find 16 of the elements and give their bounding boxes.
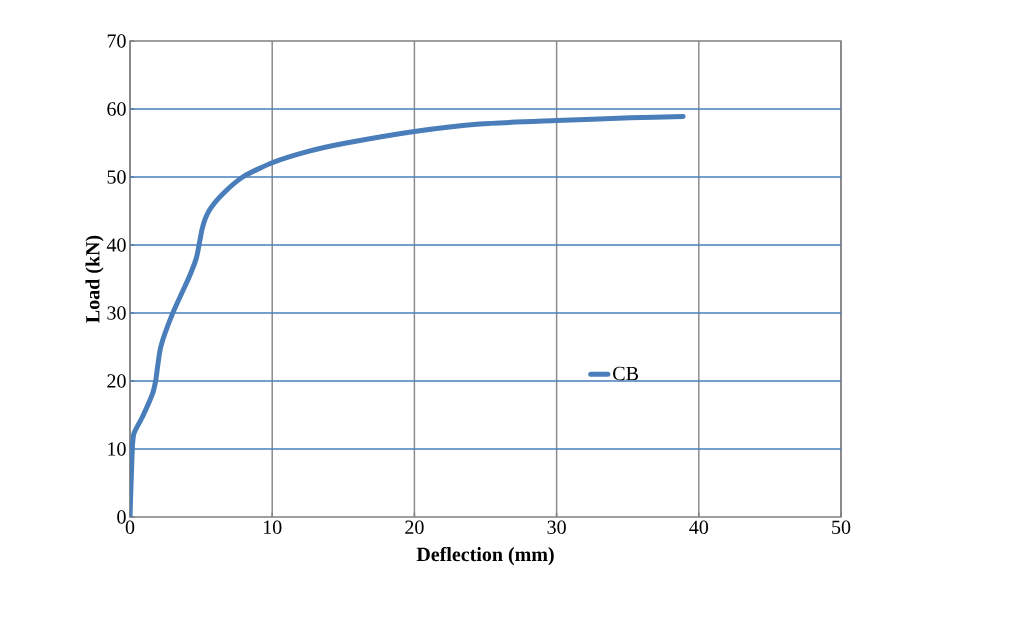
x-tick-label: 10 bbox=[263, 520, 282, 535]
x-tick-label: 50 bbox=[832, 520, 851, 535]
y-tick-label: 60 bbox=[107, 102, 126, 116]
y-tick-label: 20 bbox=[107, 374, 126, 388]
x-tick-label: 20 bbox=[405, 520, 424, 535]
y-tick-label: 10 bbox=[108, 442, 126, 456]
y-tick-label: 40 bbox=[106, 238, 126, 252]
y-tick-label: 0 bbox=[117, 510, 126, 524]
y-axis-title: Load (kN) bbox=[85, 235, 104, 323]
x-tick-label: 40 bbox=[689, 520, 709, 535]
y-tick-label: 70 bbox=[107, 34, 126, 48]
y-tick-label: 50 bbox=[107, 170, 126, 184]
x-tick-label: 30 bbox=[547, 520, 566, 535]
x-axis-title: Deflection (mm) bbox=[416, 546, 554, 566]
y-tick-label: 30 bbox=[107, 306, 126, 320]
legend-label: CB bbox=[613, 366, 639, 381]
